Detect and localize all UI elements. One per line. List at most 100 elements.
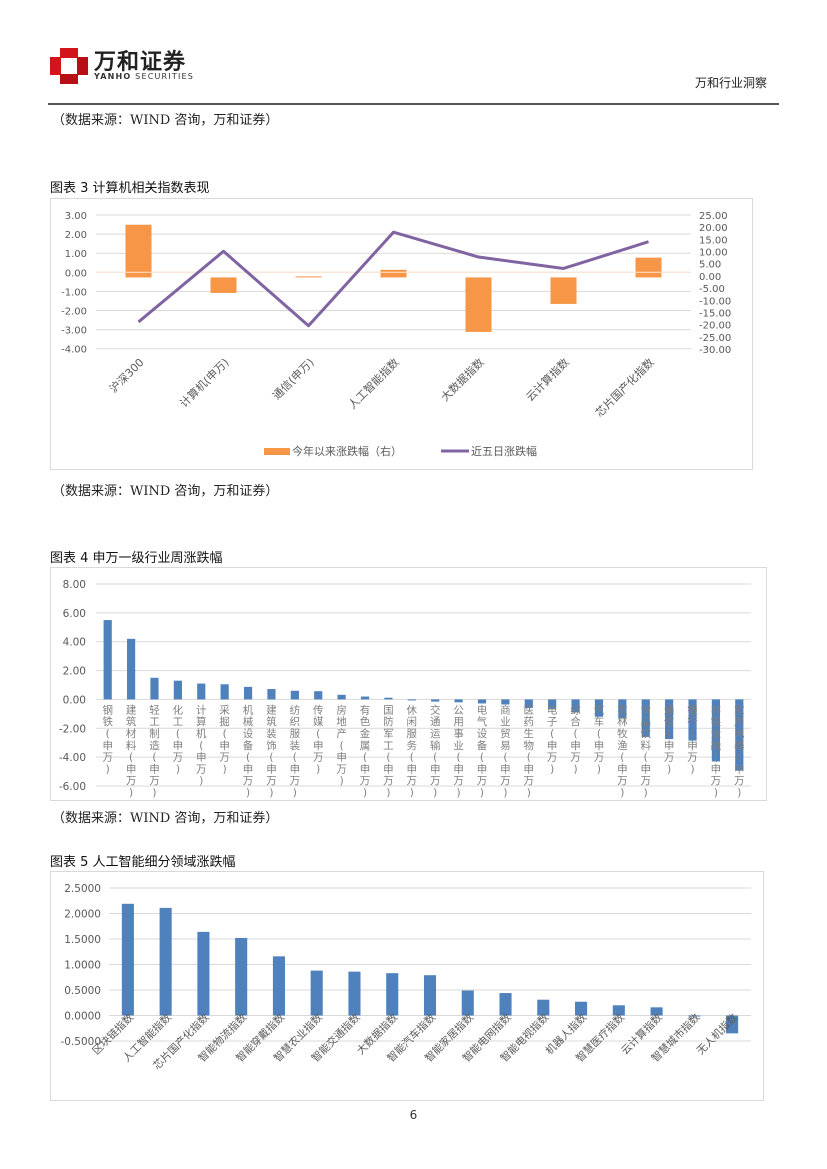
svg-text:申: 申 — [594, 739, 605, 752]
svg-text:钢: 钢 — [102, 703, 113, 716]
svg-text:万: 万 — [290, 775, 301, 787]
header-title: 万和行业洞察 — [694, 76, 767, 90]
svg-text:3.00: 3.00 — [65, 211, 87, 222]
svg-text:人工智能指数: 人工智能指数 — [345, 355, 402, 412]
svg-text:万: 万 — [266, 775, 277, 787]
svg-text:): ) — [737, 787, 741, 799]
svg-text:(: ( — [480, 752, 484, 764]
svg-text:): ) — [550, 763, 554, 775]
svg-text:综: 综 — [570, 703, 581, 716]
svg-text:申: 申 — [383, 762, 394, 775]
svg-text:-6.00: -6.00 — [59, 781, 86, 793]
svg-text:0.5000: 0.5000 — [64, 985, 101, 997]
svg-text:0.00: 0.00 — [699, 272, 721, 283]
svg-text:(: ( — [433, 752, 437, 764]
svg-text:万: 万 — [219, 752, 230, 764]
svg-text:(: ( — [714, 752, 718, 764]
svg-text:(: ( — [363, 752, 367, 764]
svg-text:-3.00: -3.00 — [61, 326, 87, 337]
svg-text:): ) — [152, 787, 156, 799]
svg-text:金: 金 — [360, 727, 371, 740]
svg-text:易: 易 — [500, 740, 511, 752]
svg-text:申: 申 — [196, 751, 207, 764]
svg-text:房: 房 — [336, 703, 347, 716]
svg-text:工: 工 — [149, 716, 160, 728]
svg-text:0.00: 0.00 — [65, 268, 87, 279]
svg-text:业: 业 — [500, 716, 511, 728]
svg-text:(: ( — [199, 740, 203, 752]
svg-text:申: 申 — [524, 762, 535, 775]
svg-text:非: 非 — [711, 704, 722, 716]
svg-text:申: 申 — [219, 739, 230, 752]
svg-text:申: 申 — [711, 762, 722, 775]
svg-text:气: 气 — [477, 715, 488, 728]
svg-text:车: 车 — [594, 715, 605, 728]
svg-text:贸: 贸 — [500, 728, 511, 740]
svg-text:(: ( — [667, 728, 671, 740]
svg-text:): ) — [527, 787, 531, 799]
svg-text:申: 申 — [360, 762, 371, 775]
svg-text:(: ( — [573, 728, 577, 740]
svg-text:申: 申 — [149, 762, 160, 775]
svg-text:电: 电 — [734, 727, 745, 740]
svg-text:): ) — [620, 787, 624, 799]
svg-text:融: 融 — [711, 740, 722, 752]
svg-text:6.00: 6.00 — [63, 608, 86, 620]
svg-text:万: 万 — [102, 752, 113, 764]
svg-text:材: 材 — [126, 727, 137, 740]
svg-text:机: 机 — [243, 703, 254, 716]
svg-text:农: 农 — [617, 703, 628, 716]
svg-text:10.00: 10.00 — [699, 248, 728, 259]
data-source-note: （数据来源：WIND 咨询，万和证券） — [52, 811, 279, 826]
svg-text:2.5000: 2.5000 — [64, 883, 101, 895]
svg-text:(: ( — [527, 752, 531, 764]
svg-text:): ) — [106, 763, 110, 775]
svg-text:国: 国 — [383, 704, 394, 716]
svg-text:20.00: 20.00 — [699, 223, 728, 234]
svg-text:地: 地 — [336, 715, 347, 728]
svg-text:万: 万 — [477, 775, 488, 787]
svg-text:牧: 牧 — [617, 727, 628, 740]
svg-text:机: 机 — [196, 727, 207, 740]
svg-text:(: ( — [152, 752, 156, 764]
svg-text:料: 料 — [126, 739, 137, 752]
svg-text:备: 备 — [243, 739, 254, 752]
svg-text:交: 交 — [430, 703, 441, 716]
svg-text:属: 属 — [360, 740, 371, 752]
svg-text:制: 制 — [149, 727, 160, 740]
svg-text:今年以来涨跌幅（右）: 今年以来涨跌幅（右） — [292, 444, 402, 458]
svg-text:设: 设 — [477, 728, 488, 740]
svg-text:): ) — [386, 787, 390, 799]
svg-text:云计算指数: 云计算指数 — [523, 355, 572, 404]
svg-text:申: 申 — [243, 762, 254, 775]
svg-text:通: 通 — [430, 716, 441, 728]
svg-text:闲: 闲 — [407, 715, 418, 728]
header-divider — [48, 103, 779, 105]
svg-text:器: 器 — [734, 740, 745, 752]
svg-text:有: 有 — [360, 703, 371, 716]
svg-text:物: 物 — [524, 739, 535, 752]
svg-text:药: 药 — [524, 716, 535, 728]
svg-text:子: 子 — [547, 716, 558, 728]
svg-text:(: ( — [340, 740, 344, 752]
svg-text:-20.00: -20.00 — [699, 321, 731, 332]
data-source-note: （数据来源：WIND 咨询，万和证券） — [52, 484, 279, 499]
svg-text:万: 万 — [173, 752, 184, 764]
svg-text:大数据指数: 大数据指数 — [438, 355, 487, 404]
svg-text:休: 休 — [407, 704, 418, 716]
svg-text:-15.00: -15.00 — [699, 308, 731, 319]
svg-text:(: ( — [597, 728, 601, 740]
logo-text-en: YANHO SECURITIES — [94, 72, 195, 81]
figure-3-title: 图表 3 计算机相关指数表现 — [50, 181, 210, 196]
svg-text:0.0000: 0.0000 — [64, 1011, 101, 1023]
svg-text:用: 用 — [453, 716, 464, 728]
svg-text:申: 申 — [453, 762, 464, 775]
logo-text-cn: 万和证券 — [94, 50, 187, 75]
svg-text:): ) — [573, 763, 577, 775]
svg-text:万: 万 — [126, 775, 137, 787]
svg-text:银: 银 — [687, 703, 698, 716]
svg-text:计: 计 — [196, 703, 207, 716]
svg-text:): ) — [316, 763, 320, 775]
svg-text:造: 造 — [149, 739, 160, 752]
svg-text:2.0000: 2.0000 — [64, 909, 101, 921]
